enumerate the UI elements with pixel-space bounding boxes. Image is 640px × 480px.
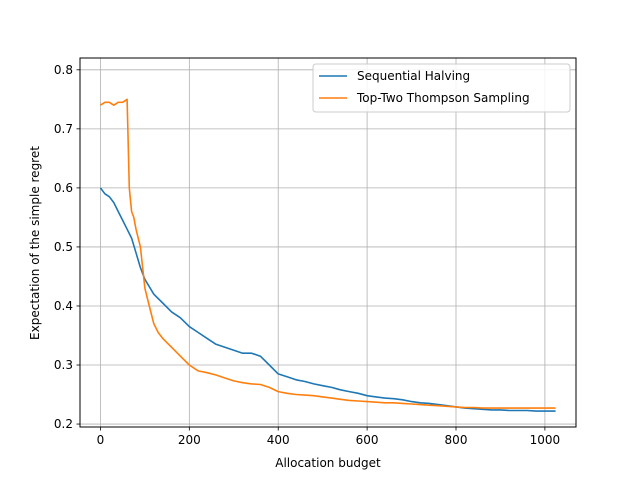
series-line-top-two-thompson-sampling	[99, 98, 556, 409]
y-tick-label: 0.6	[54, 181, 73, 195]
legend-box	[312, 63, 571, 113]
x-tick-label: 0	[97, 433, 105, 447]
plot-frame	[79, 57, 577, 428]
axis-ticks: 0 200 400 600 800 1000 0.2 0.3 0.4 0.5 0.6 0.7 0.8	[54, 63, 560, 447]
y-tick-label: 0.4	[54, 299, 73, 313]
y-tick-label: 0.3	[54, 358, 73, 372]
x-axis-label: Allocation budget	[275, 456, 381, 470]
y-tick-label: 0.7	[54, 122, 73, 136]
x-tick-label: 800	[445, 433, 468, 447]
y-tick-label: 0.8	[54, 63, 73, 77]
legend: Sequential Halving Top-Two Thompson Samp…	[312, 63, 571, 113]
x-tick-label: 200	[178, 433, 201, 447]
x-tick-label: 400	[267, 433, 290, 447]
x-tick-label: 1000	[530, 433, 561, 447]
series-lines	[99, 98, 556, 412]
y-tick-label: 0.2	[54, 417, 73, 431]
series-line-sequential-halving	[99, 187, 556, 412]
x-tick-label: 600	[356, 433, 379, 447]
legend-label-top-two-thompson-sampling: Top-Two Thompson Sampling	[356, 91, 530, 105]
legend-label-sequential-halving: Sequential Halving	[357, 69, 470, 83]
grid	[80, 58, 576, 427]
y-axis-label: Expectation of the simple regret	[28, 146, 42, 340]
y-tick-label: 0.5	[54, 240, 73, 254]
